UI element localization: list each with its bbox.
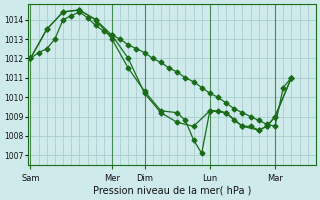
X-axis label: Pression niveau de la mer( hPa ): Pression niveau de la mer( hPa ) xyxy=(92,186,251,196)
